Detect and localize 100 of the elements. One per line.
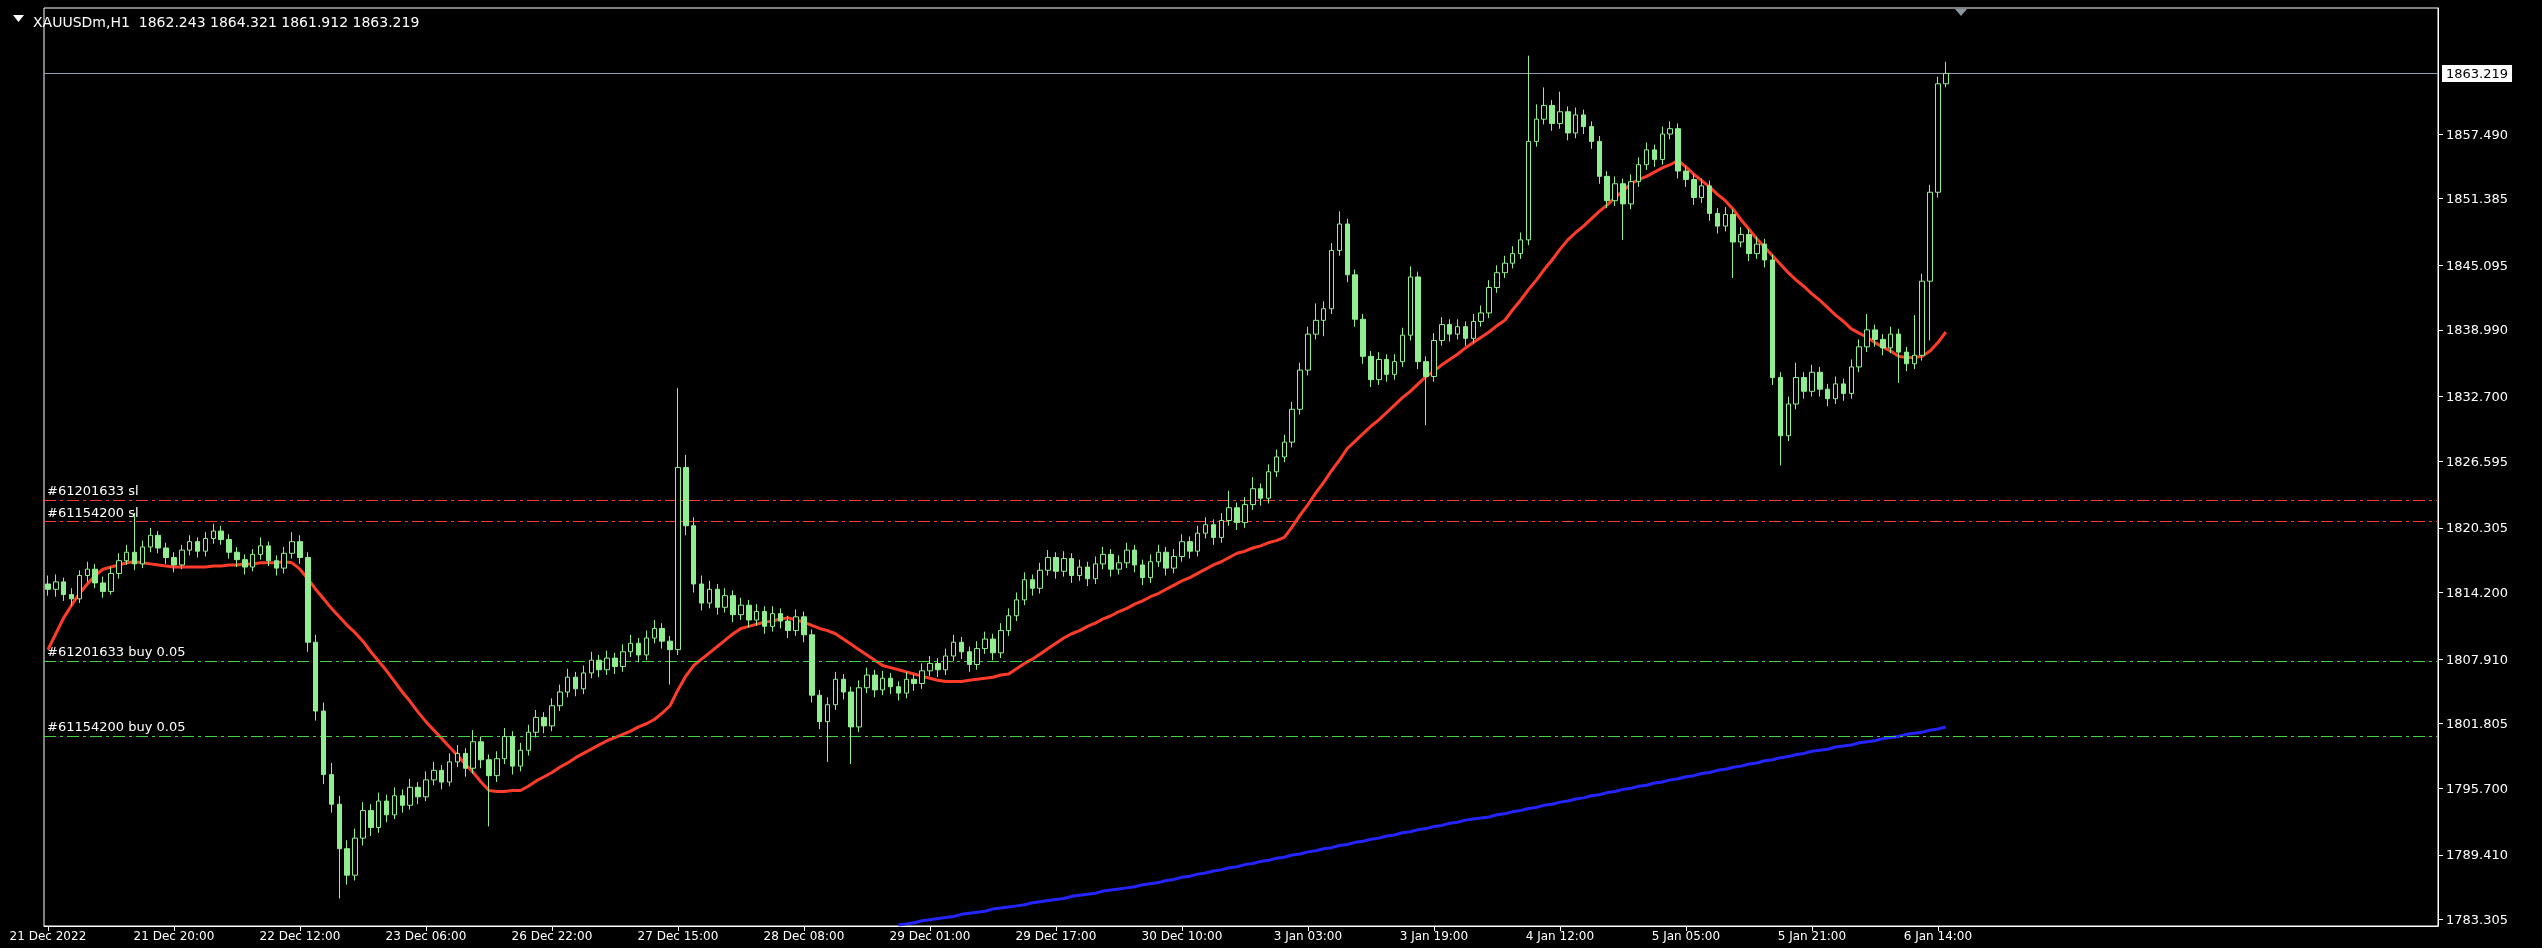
x-tick-label: 29 Dec 01:00 — [889, 929, 971, 943]
candlestick — [1691, 173, 1697, 206]
candlestick — [612, 652, 618, 675]
candlestick — [61, 577, 66, 602]
x-tick-label: 26 Dec 22:00 — [511, 929, 593, 943]
candlestick — [793, 608, 799, 637]
candlestick — [1809, 364, 1815, 398]
ref-line-label: 1863.219 — [2446, 65, 2509, 81]
candlestick — [1872, 324, 1878, 348]
x-tick-label: 28 Dec 08:00 — [763, 929, 845, 943]
y-tick-label: 1832.700 — [2446, 389, 2509, 405]
x-tick-label: 5 Jan 21:00 — [1777, 929, 1847, 943]
y-tick-label: 1820.305 — [2446, 520, 2509, 536]
candlestick — [1116, 554, 1122, 575]
candlestick — [1935, 76, 1941, 199]
candlestick — [69, 587, 74, 607]
y-tick-label: 1845.095 — [2446, 257, 2509, 273]
candlestick — [581, 665, 586, 695]
candlestick — [1337, 210, 1342, 257]
x-tick-label: 22 Dec 12:00 — [259, 929, 341, 943]
candlestick — [108, 566, 114, 596]
candlestick — [565, 668, 570, 698]
candlestick — [1329, 242, 1334, 315]
candlestick — [163, 542, 169, 565]
candlestick — [1927, 184, 1933, 341]
candlestick — [833, 671, 838, 711]
candlestick — [636, 637, 641, 663]
candlestick — [1431, 332, 1437, 383]
candlestick — [1124, 542, 1130, 569]
candlestick — [1037, 562, 1043, 595]
y-tick-label: 1807.910 — [2446, 651, 2509, 667]
candlestick — [1226, 490, 1232, 527]
candlestick — [1660, 126, 1665, 166]
candlestick — [1699, 177, 1704, 204]
candlestick — [762, 605, 767, 635]
candlestick — [730, 589, 736, 623]
candlestick — [1415, 271, 1421, 370]
candlestick — [951, 634, 956, 662]
candlestick — [990, 633, 996, 661]
candlestick — [1156, 544, 1161, 568]
candlestick — [1439, 316, 1445, 347]
candlestick — [722, 587, 728, 614]
candlestick — [1282, 434, 1287, 463]
candlestick — [715, 583, 720, 616]
candlestick — [211, 523, 216, 545]
candlestick — [1085, 561, 1090, 587]
candlestick — [148, 527, 153, 553]
candlestick — [1345, 218, 1350, 283]
candlestick — [596, 654, 602, 678]
candlestick — [1849, 359, 1854, 400]
candlestick — [116, 552, 122, 580]
candlestick — [896, 680, 901, 701]
line-series — [896, 725, 1948, 927]
candlestick — [1069, 552, 1074, 584]
candlestick — [1856, 338, 1862, 373]
candlestick — [1195, 525, 1200, 557]
x-tick-label: 4 Jan 12:00 — [1525, 929, 1595, 943]
candlestick — [1093, 555, 1098, 585]
candlestick — [644, 630, 649, 661]
candlestick — [1486, 279, 1492, 319]
candlestick — [1581, 109, 1586, 135]
candlestick — [1478, 305, 1484, 328]
candlestick — [801, 611, 807, 643]
candlestick — [1541, 86, 1547, 125]
x-tick-label: 3 Jan 03:00 — [1273, 929, 1343, 943]
candlestick — [400, 788, 405, 814]
candlestick — [226, 533, 232, 560]
candlestick — [699, 575, 704, 611]
candlestick — [1305, 326, 1311, 376]
candlestick — [1384, 353, 1389, 383]
candlestick — [998, 622, 1004, 659]
candlestick — [604, 650, 610, 676]
candlestick — [620, 643, 626, 673]
candlestick — [321, 702, 326, 785]
candlestick — [864, 667, 870, 694]
candlestick — [1140, 559, 1145, 586]
candlestick — [344, 839, 350, 886]
y-tick-label: 1783.305 — [2446, 912, 2509, 928]
candlestick — [675, 387, 681, 656]
candlestick — [1778, 371, 1783, 466]
candlestick — [439, 764, 444, 790]
candlestick — [1715, 207, 1720, 235]
candlestick — [1045, 549, 1051, 577]
candlestick — [1762, 238, 1767, 268]
chart-title: XAUUSDm,H1 1862.243 1864.321 1861.912 1863.219 — [33, 14, 420, 30]
candlestick — [1171, 548, 1177, 574]
x-tick-label: 29 Dec 17:00 — [1015, 929, 1097, 943]
candlestick — [1108, 548, 1114, 578]
candlestick — [589, 651, 594, 679]
candlestick — [1730, 208, 1736, 279]
candlestick — [455, 744, 460, 768]
candlestick — [541, 711, 547, 734]
candlestick — [1628, 173, 1634, 210]
candlestick — [518, 742, 523, 772]
candlestick — [1675, 122, 1681, 179]
candlestick — [171, 551, 177, 573]
candlestick — [746, 599, 752, 628]
candlestick — [1557, 91, 1563, 130]
candlestick — [1463, 320, 1468, 347]
y-tick-label: 1857.490 — [2446, 126, 2509, 142]
